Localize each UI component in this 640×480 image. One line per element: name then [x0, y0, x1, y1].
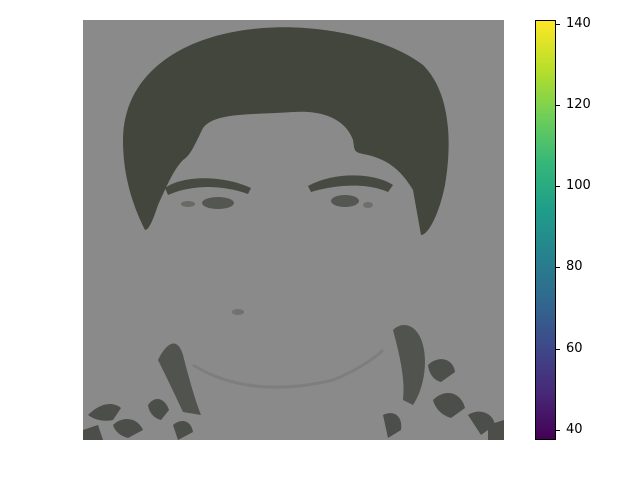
colorbar-tick: [556, 24, 560, 25]
collar-left: [158, 343, 201, 415]
colorbar-tick: [556, 430, 560, 431]
colorbar-tick-label: 100: [566, 178, 591, 193]
shirt-pattern-left: [83, 398, 193, 440]
colorbar-tick-label: 120: [566, 97, 591, 112]
left-eye: [202, 197, 234, 209]
colorbar: [535, 20, 556, 440]
colorbar-tick-label: 60: [566, 341, 583, 356]
right-eyebrow: [308, 175, 393, 192]
left-eyebrow: [165, 178, 251, 195]
colorbar-tick-label: 40: [566, 422, 583, 437]
colorbar-tick: [556, 349, 560, 350]
shirt-pattern-right: [383, 359, 504, 440]
colorbar-tick: [556, 267, 560, 268]
hair-shape: [123, 27, 449, 236]
colorbar-tick-label: 80: [566, 259, 583, 274]
right-eye: [331, 195, 359, 207]
colorbar-tick-label: 140: [566, 16, 591, 31]
colorbar-tick: [556, 105, 560, 106]
collar-right: [393, 325, 425, 405]
colorbar-tick: [556, 186, 560, 187]
nose-mark: [232, 309, 244, 315]
face-image: [83, 20, 504, 440]
jaw-line: [192, 348, 385, 389]
